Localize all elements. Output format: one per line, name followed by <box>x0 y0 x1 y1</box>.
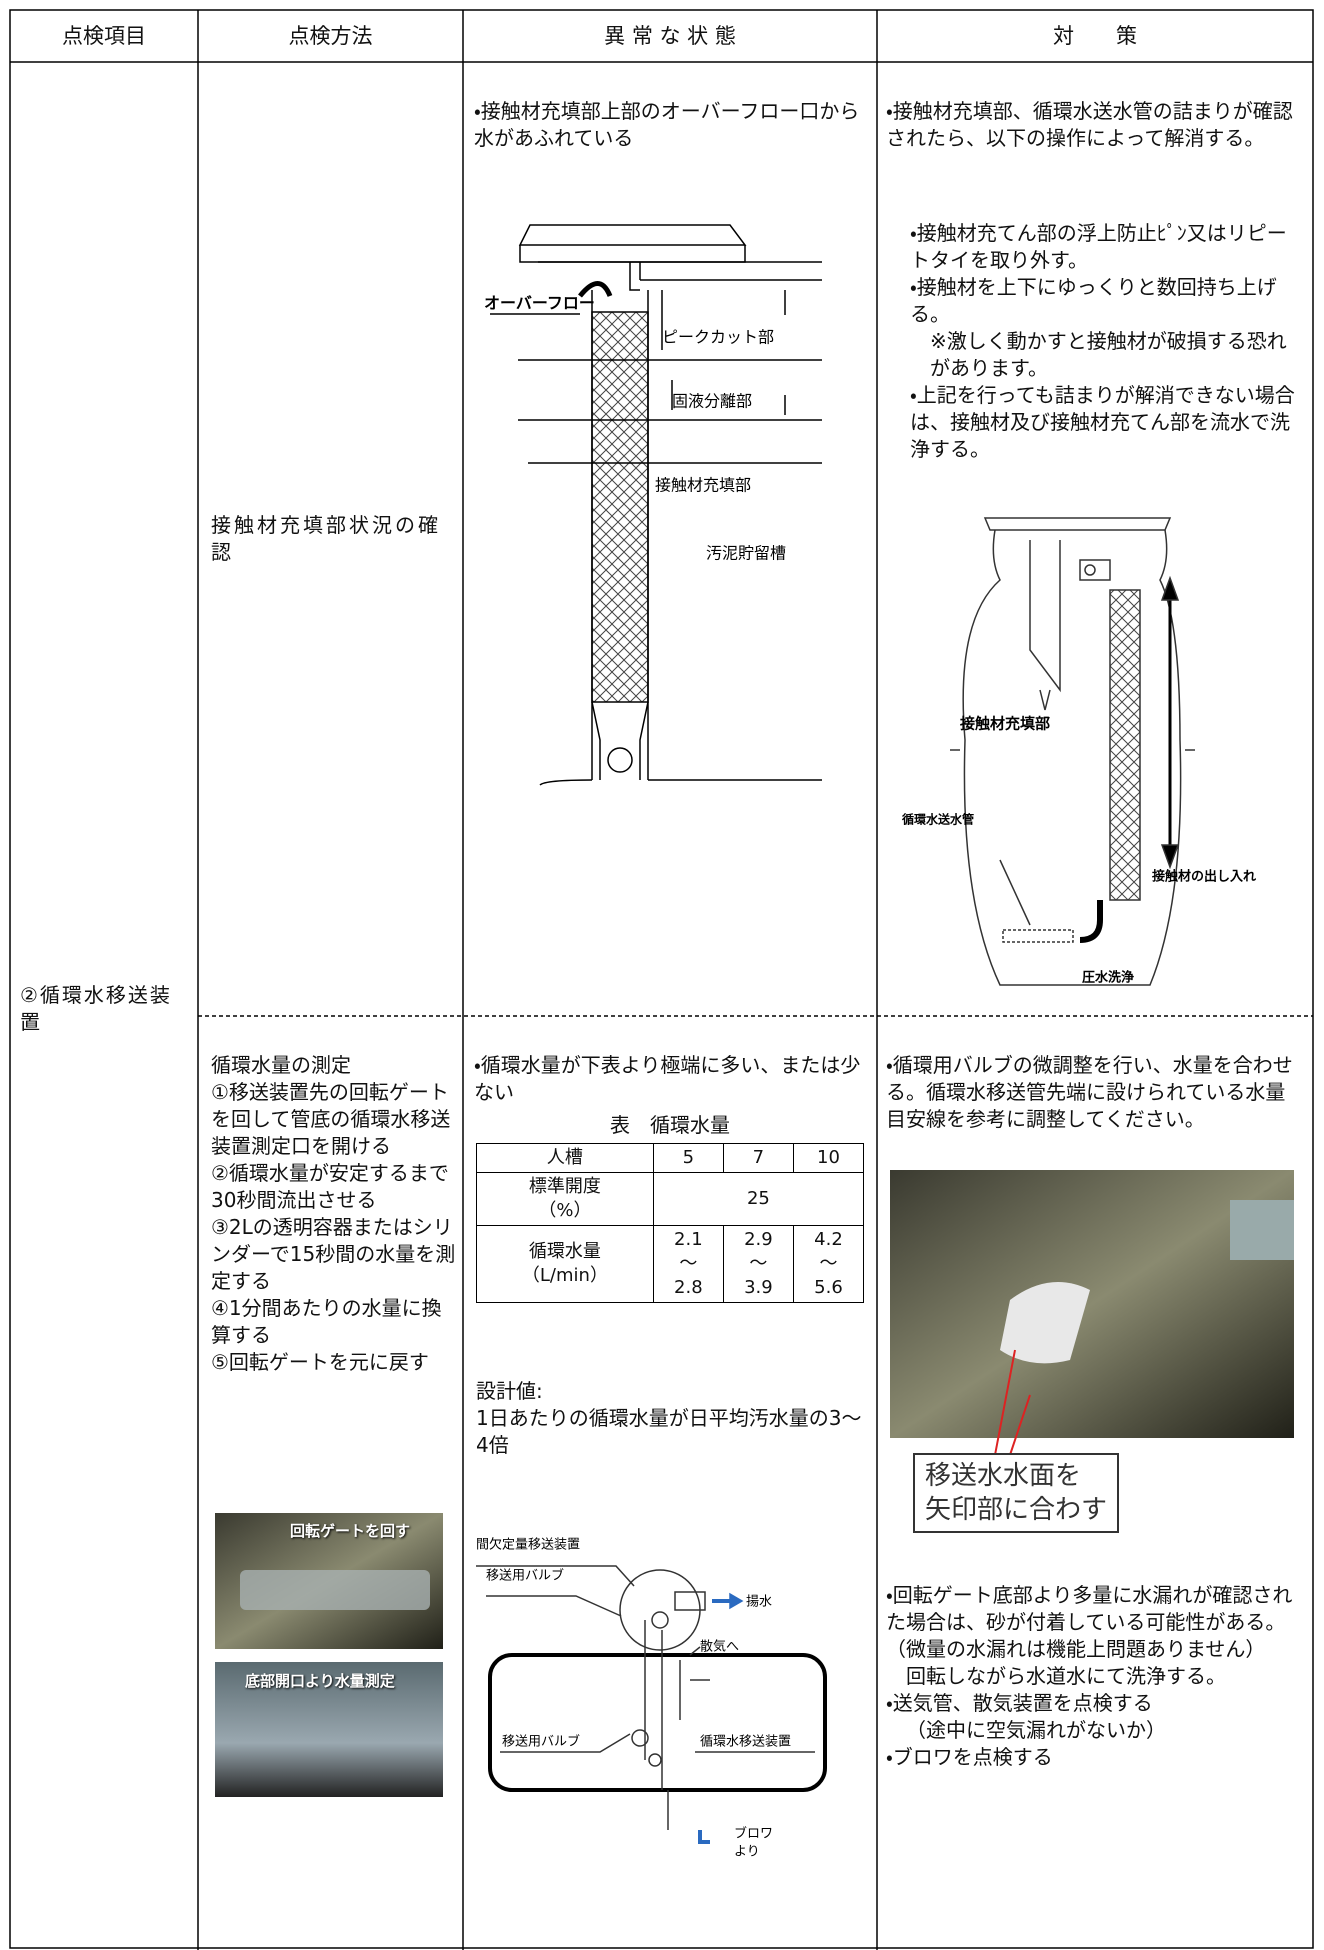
method-title: 循環水量の測定 <box>211 1053 351 1077</box>
method-2: 循環水量の測定 ①移送装置先の回転ゲートを回して管底の循環水移送装置測定口を開け… <box>211 1052 456 1376</box>
abnormal: ・循環水量が下表より極端に多い、または少ない <box>474 1053 861 1104</box>
row-label: 標準開度 （%） <box>476 1172 654 1226</box>
flow-table: 人槽 5 7 10 標準開度 （%） 25 循環水量 （L/min） 2.1 ～ 2.8 2.9… <box>476 1143 865 1303</box>
action-steps-2: ・回転ゲート底部より多量に水漏れが確認された場合は、砂が付着している可能性がある… <box>886 1582 1304 1771</box>
photo-caption: 回転ゲートを回す <box>290 1522 411 1540</box>
method-step: ①移送装置先の回転ゲートを回して管底の循環水移送装置測定口を開ける <box>211 1080 451 1158</box>
table-header: 7 <box>722 1143 794 1173</box>
cell-line: 2.1 <box>674 1229 703 1250</box>
abnormal: ・接触材充填部上部のオーバーフロー口から水があふれている <box>474 99 860 150</box>
cell-line: ～ <box>819 1253 838 1274</box>
action-step: ・接触材充てん部の浮上防止ﾋﾟﾝ又はリピートタイを取り外す。 <box>910 221 1287 272</box>
photo-caption-box: 移送水水面を 矢印部に合わす <box>913 1453 1120 1533</box>
caption-line: 移送水水面を <box>925 1461 1082 1491</box>
figure-1 <box>490 224 822 786</box>
table-cell: 2.9 ～ 3.9 <box>722 1225 794 1303</box>
cell-line: ～ <box>749 1253 768 1274</box>
action-intro: ・接触材充填部、循環水送水管の詰まりが確認されたら、以下の操作によって解消する。 <box>886 99 1293 150</box>
cell-line: 5.6 <box>814 1277 843 1298</box>
photo-detail <box>240 1570 430 1610</box>
row-label-line: （%） <box>538 1200 592 1221</box>
table-header: 10 <box>792 1143 865 1173</box>
photo <box>215 1662 443 1797</box>
photo <box>890 1170 1294 1438</box>
action-step: 回転しながら水道水にて洗浄する。 <box>906 1664 1226 1688</box>
table-cell: 2.1 ～ 2.8 <box>652 1225 724 1303</box>
table-cell: 4.2 ～ 5.6 <box>792 1225 865 1303</box>
item-name: ②循環水移送装置 <box>20 983 172 1034</box>
header-cell: 対 策 <box>1053 24 1137 48</box>
method-step: ②循環水量が安定するまで30秒間流出させる <box>211 1161 449 1212</box>
table-header: 5 <box>652 1143 724 1173</box>
action-text: ・循環用バルブの微調整を行い、水量を合わせる。循環水移送管先端に設けられている水… <box>886 1053 1293 1131</box>
cell-line: 3.9 <box>744 1277 773 1298</box>
header-cell: 点検項目 <box>62 24 146 48</box>
design: 設計値: 1日あたりの循環水量が日平均汚水量の3～4倍 <box>476 1378 866 1459</box>
action-step: ・ブロワを点検する <box>886 1745 1053 1769</box>
design-label: 設計値: <box>476 1379 543 1403</box>
action-step: ・送気管、散気装置を点検する <box>886 1691 1153 1715</box>
table-grid <box>9 9 1314 1950</box>
design-text: 1日あたりの循環水量が日平均汚水量の3～4倍 <box>476 1406 862 1457</box>
cell-line: ～ <box>679 1253 698 1274</box>
row-label-line: （L/min） <box>521 1265 608 1286</box>
action-step: ※激しく動かすと接触材が破損する恐れがあります。 <box>930 329 1287 380</box>
caption-arrows <box>994 1349 1031 1456</box>
photo-detail <box>1000 1282 1090 1364</box>
row-label-line: 循環水量 <box>528 1241 601 1262</box>
action-step: ・上記を行っても詰まりが解消できない場合は、接触材及び接触材充てん部を流水で洗浄… <box>910 383 1295 461</box>
action-step: ・接触材を上下にゆっくりと数回持ち上げる。 <box>910 275 1277 326</box>
table-header: 人槽 <box>476 1143 654 1173</box>
row-label: 循環水量 （L/min） <box>476 1225 654 1303</box>
cell-line: 2.8 <box>674 1277 703 1298</box>
action-step: ・回転ゲート底部より多量に水漏れが確認された場合は、砂が付着している可能性がある… <box>886 1583 1293 1661</box>
cell-line: 2.9 <box>744 1229 773 1250</box>
action-step: （途中に空気漏れがないか） <box>906 1718 1166 1742</box>
cell-line: 4.2 <box>814 1229 843 1250</box>
caption-line: 矢印部に合わす <box>925 1495 1108 1525</box>
figure-2 <box>950 517 1195 986</box>
header-cell: 点検方法 <box>288 24 373 48</box>
method-step: ③2Lの透明容器またはシリンダーで15秒間の水量を測定する <box>211 1215 456 1293</box>
method-step: ⑤回転ゲートを元に戻す <box>211 1350 429 1374</box>
photo-detail <box>1230 1200 1294 1260</box>
header-cell: 異 常 な 状 態 <box>604 24 736 48</box>
row-label-line: 標準開度 <box>528 1176 601 1197</box>
photo-caption: 底部開口より水量測定 <box>245 1672 395 1690</box>
action-steps: ・接触材充てん部の浮上防止ﾋﾟﾝ又はリピートタイを取り外す。 ・接触材を上下にゆ… <box>910 220 1305 463</box>
table-title: 表 循環水量 <box>610 1113 730 1137</box>
method-step: ④1分間あたりの水量に換算する <box>211 1296 442 1347</box>
figure-3 <box>476 1565 827 1844</box>
table-cell: 25 <box>652 1172 865 1226</box>
method: 接触材充填部状況の確認 <box>211 513 441 564</box>
